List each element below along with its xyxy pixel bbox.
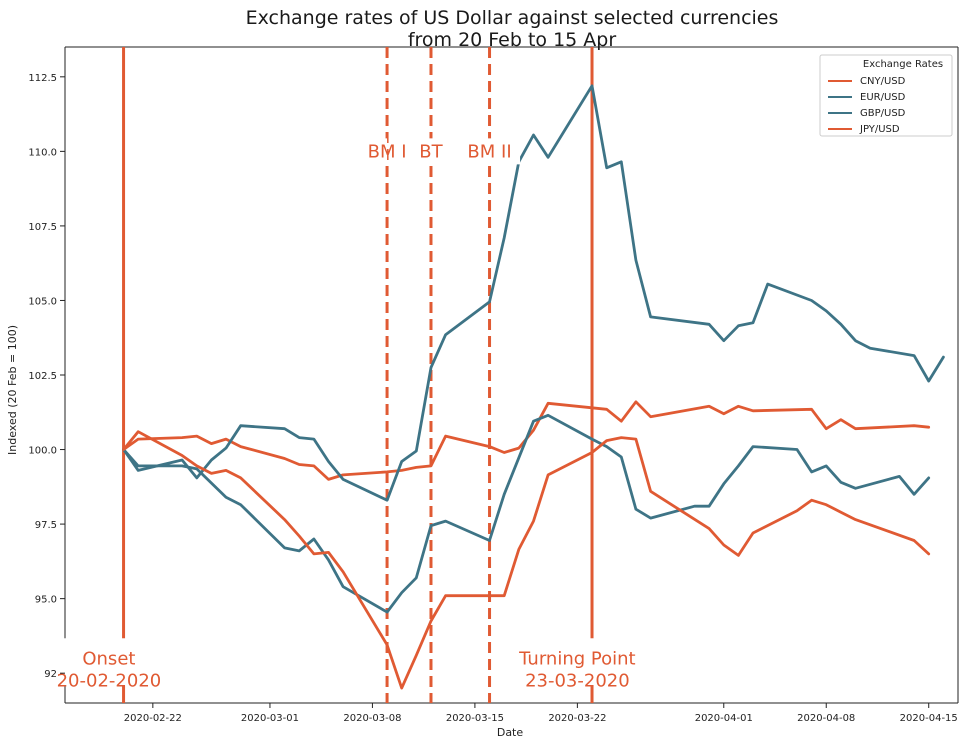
annotation-3: Onset 20-02-2020: [57, 648, 162, 691]
x-tick-label-1: 2020-03-01: [241, 713, 299, 724]
annotation-2: BM II: [467, 141, 511, 162]
legend-label-2: GBP/USD: [860, 108, 906, 119]
annotation-4: Turning Point 23-03-2020: [518, 648, 635, 691]
x-tick-label-6: 2020-04-08: [797, 713, 855, 724]
series-line-gbp-usd: [122, 413, 931, 614]
y-tick-label-1: 95.0: [35, 595, 57, 606]
chart-title: Exchange rates of US Dollar against sele…: [246, 7, 779, 29]
y-tick-label-0: 92: [44, 669, 57, 680]
annotations: BM I BT BM II Onset 20-02-2020 Turning Point 2…: [38, 138, 648, 691]
legend: Exchange Rates CNY/USD EUR/USD GBP/USD JPY/…: [819, 54, 953, 137]
legend-box: [819, 54, 953, 137]
x-tick-label-3: 2020-03-15: [446, 713, 504, 724]
annotation-bg-0: [337, 138, 388, 165]
y-tick-label-2: 97.5: [35, 520, 57, 531]
y-axis: 92 95.0 97.5 100.0 102.5 105.0 107.5 110.0 112.5: [28, 73, 65, 680]
annotation-bg-3: [38, 638, 179, 687]
legend-label-3: JPY/USD: [859, 124, 900, 135]
x-tick-label-5: 2020-04-01: [695, 713, 753, 724]
y-tick-label-8: 112.5: [28, 73, 57, 84]
annotation-bg-1: [416, 138, 445, 165]
annotation-0: BM I: [368, 141, 407, 162]
series-line-cny-usd: [122, 400, 931, 481]
y-tick-label-6: 107.5: [28, 222, 57, 233]
y-axis-label: Indexed (20 Feb = 100): [6, 325, 19, 455]
series-line-eur-usd: [122, 84, 945, 502]
x-axis-label: Date: [497, 726, 524, 739]
x-tick-label-2: 2020-03-08: [343, 713, 401, 724]
series-lines: [122, 84, 945, 690]
annotation-bg-4: [507, 638, 648, 687]
x-axis: 2020-02-22 2020-03-01 2020-03-08 2020-03-15…: [124, 703, 958, 724]
x-tick-label-0: 2020-02-22: [124, 713, 182, 724]
legend-entries: CNY/USD EUR/USD GBP/USD JPY/USD: [828, 76, 906, 135]
legend-label-0: CNY/USD: [860, 76, 906, 87]
chart-subtitle: from 20 Feb to 15 Apr: [408, 29, 617, 51]
annotation-1: BT: [419, 141, 443, 162]
annotation-bg-2: [459, 138, 521, 165]
legend-label-1: EUR/USD: [860, 92, 906, 103]
legend-title: Exchange Rates: [863, 59, 943, 70]
x-tick-label-7: 2020-04-15: [900, 713, 958, 724]
y-tick-label-5: 105.0: [28, 296, 57, 307]
y-tick-label-4: 102.5: [28, 371, 57, 382]
series-line-jpy-usd: [122, 430, 931, 690]
y-tick-label-3: 100.0: [28, 446, 57, 457]
y-tick-label-7: 110.0: [28, 147, 57, 158]
x-tick-label-4: 2020-03-22: [548, 713, 606, 724]
